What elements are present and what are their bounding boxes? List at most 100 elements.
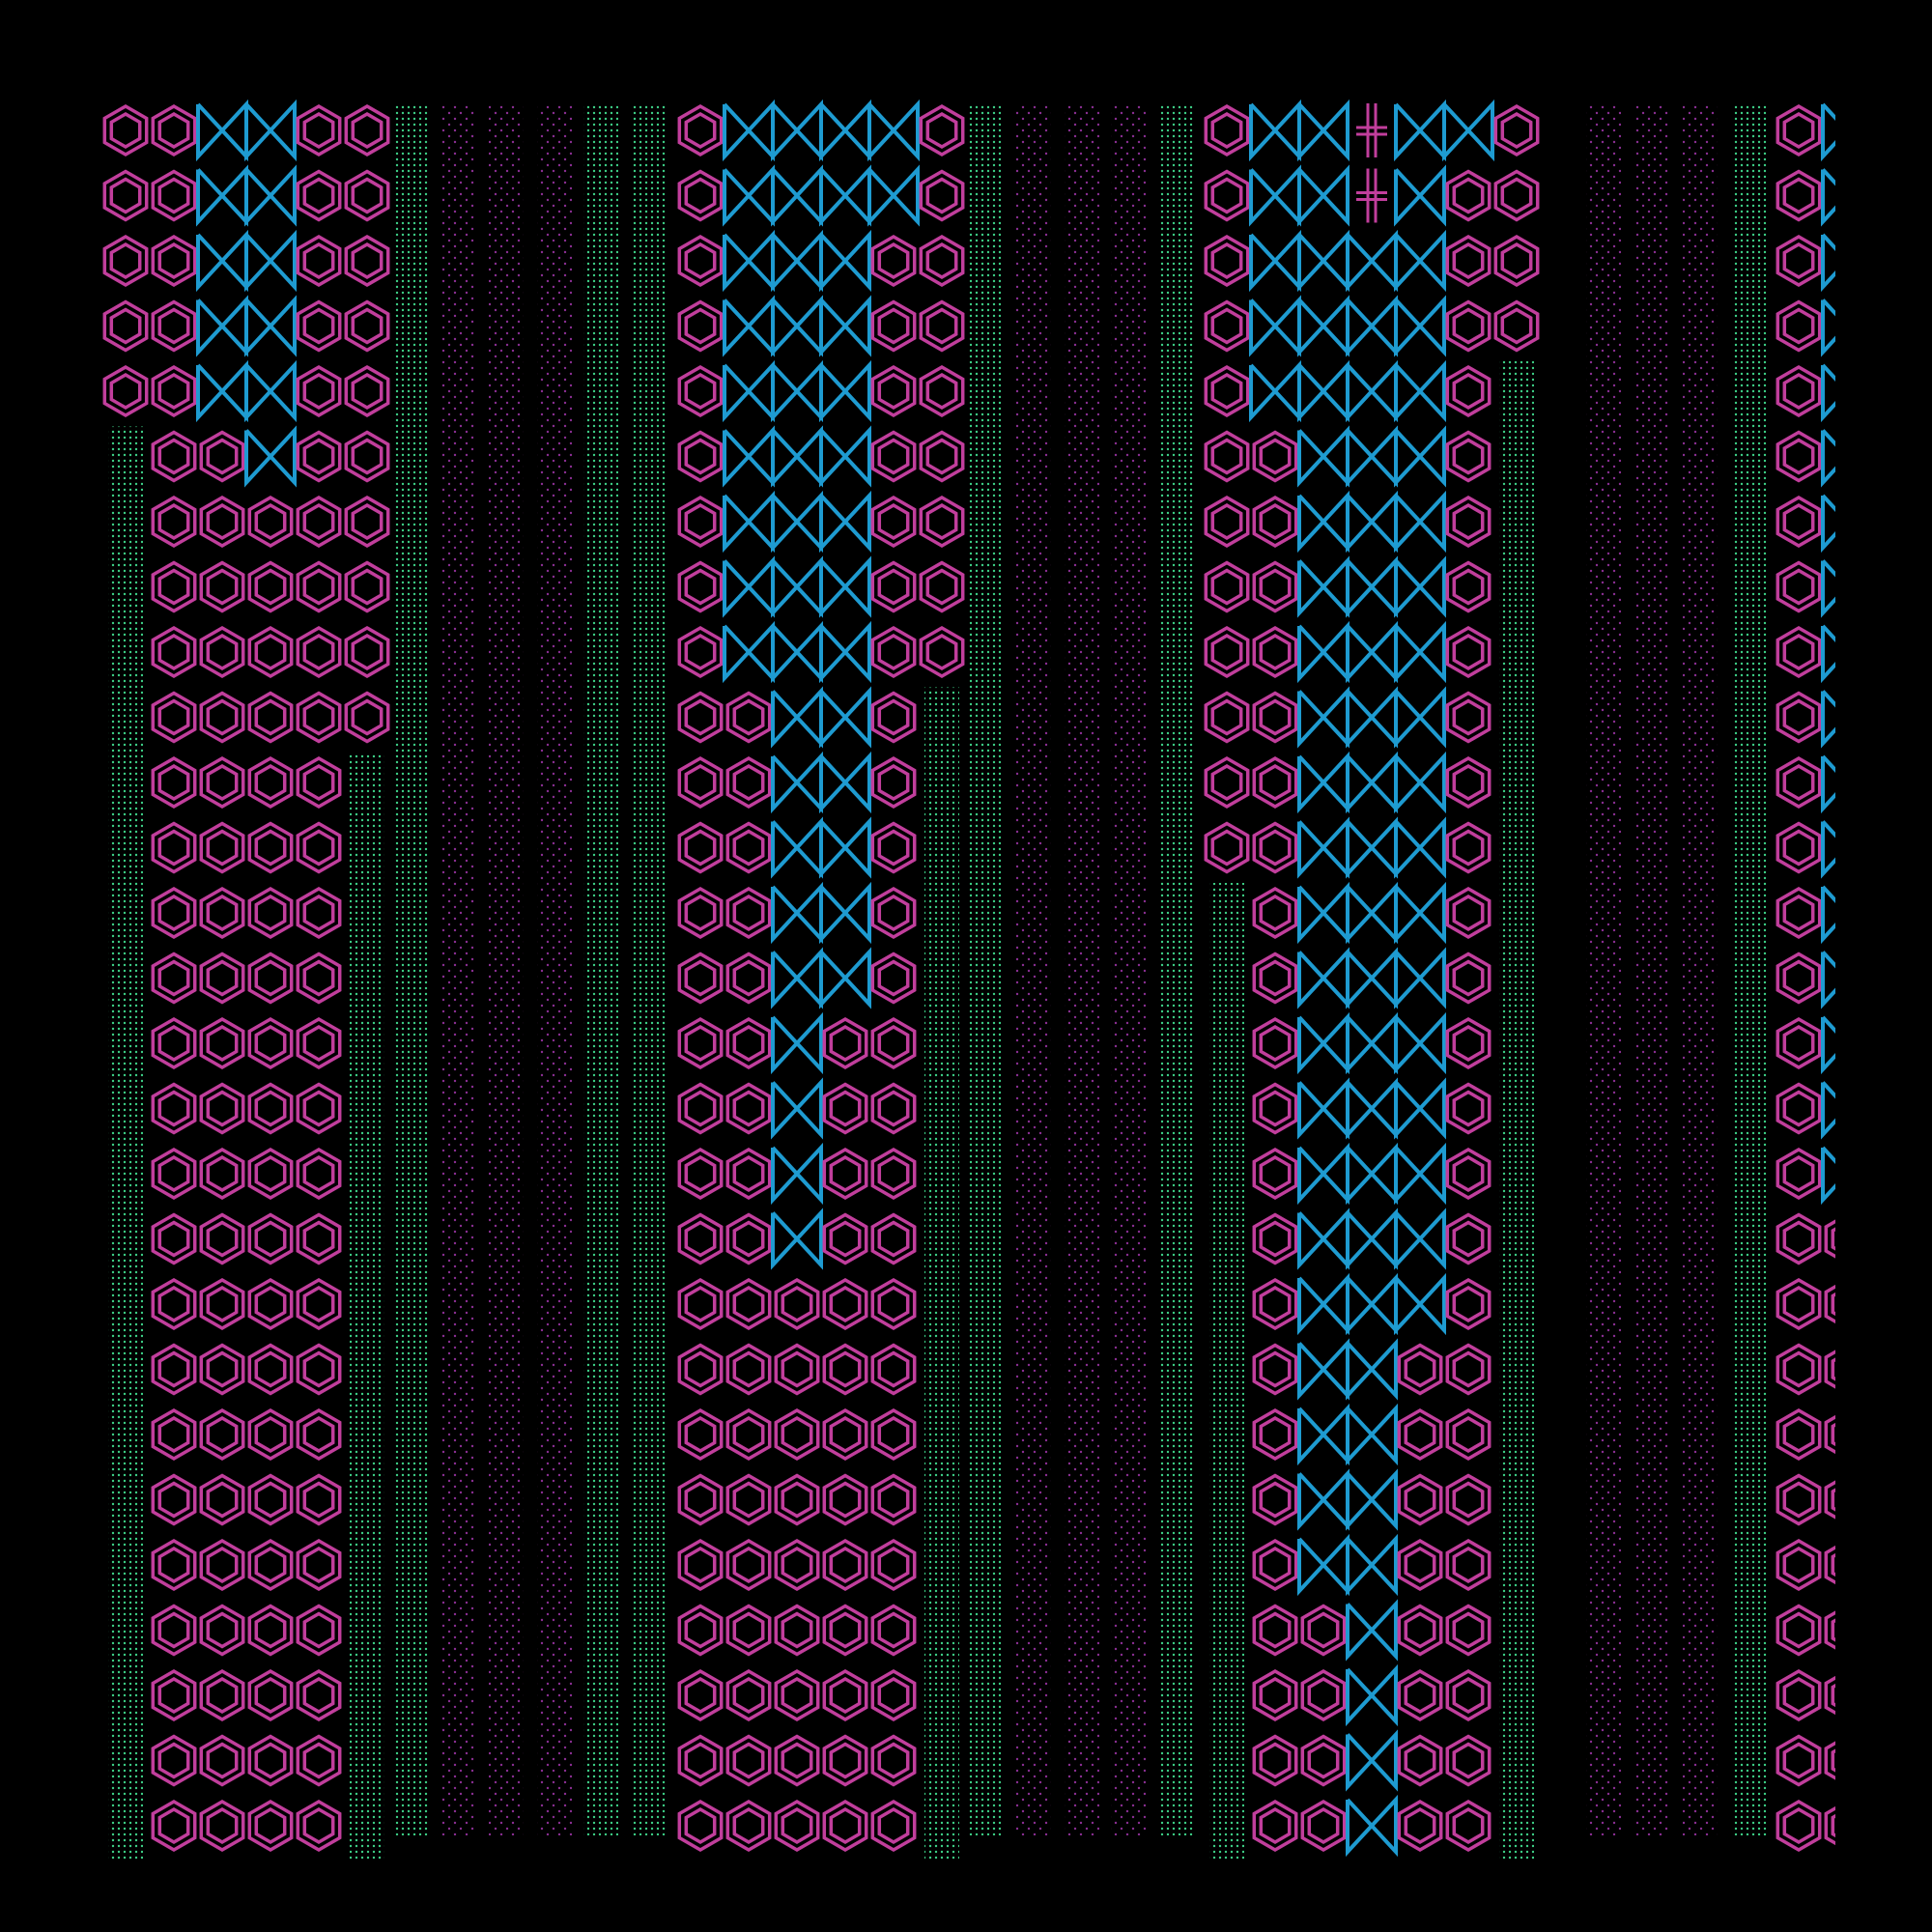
hexagon-icon bbox=[199, 1538, 245, 1592]
green-dot-fill bbox=[350, 1208, 384, 1274]
hexagon-icon bbox=[725, 1407, 772, 1462]
hexagon-icon bbox=[822, 1473, 868, 1526]
hexagon-icon bbox=[1252, 1407, 1298, 1462]
bowtie-icon bbox=[819, 490, 871, 554]
bowtie-icon bbox=[723, 229, 775, 293]
hexagon-icon bbox=[1824, 1805, 1835, 1846]
bowtie-icon bbox=[1297, 1142, 1350, 1206]
hexagon-icon bbox=[344, 234, 390, 288]
bowtie-icon bbox=[1346, 1533, 1398, 1597]
green-dot-fill bbox=[1499, 1078, 1534, 1144]
bowtie-icon bbox=[771, 490, 823, 554]
hexagon-icon bbox=[1252, 1147, 1298, 1201]
hexagon-icon bbox=[247, 1604, 294, 1657]
hexagon-icon bbox=[1824, 1741, 1835, 1780]
bowtie-icon bbox=[1821, 168, 1835, 227]
bowtie-icon bbox=[1821, 559, 1835, 618]
hexagon-icon bbox=[1252, 1277, 1298, 1331]
hexagon-icon bbox=[1445, 430, 1492, 483]
bowtie-icon bbox=[1249, 295, 1301, 357]
green-dot-fill bbox=[924, 948, 959, 1013]
hexagon-icon bbox=[677, 364, 724, 418]
hexagon-icon bbox=[1204, 691, 1250, 744]
green-dot-fill bbox=[1209, 1013, 1244, 1079]
hexagon-icon bbox=[296, 169, 342, 222]
green-dot-fill bbox=[108, 622, 143, 688]
hexagon-icon bbox=[1252, 495, 1298, 549]
hexagon-icon bbox=[919, 625, 965, 679]
hexagon-icon bbox=[725, 1147, 772, 1201]
hexagon-icon bbox=[774, 1538, 820, 1592]
bowtie-icon bbox=[196, 359, 248, 423]
bowtie-icon bbox=[1821, 1081, 1835, 1140]
hexagon-icon bbox=[296, 1147, 342, 1201]
bowtie-icon bbox=[1346, 1794, 1398, 1858]
hexagon-icon bbox=[1397, 1799, 1443, 1853]
hexagon-icon bbox=[919, 560, 965, 613]
hexagon-icon bbox=[870, 1734, 917, 1787]
bowtie-icon bbox=[1297, 229, 1350, 293]
hexagon-icon bbox=[677, 169, 724, 222]
green-dot-fill bbox=[1499, 556, 1534, 622]
bowtie-icon bbox=[1346, 1599, 1398, 1662]
hexagon-icon bbox=[296, 1016, 342, 1070]
hexagon-icon bbox=[870, 625, 917, 679]
bowtie-icon bbox=[1297, 1208, 1350, 1270]
bowtie-icon bbox=[1394, 555, 1446, 618]
green-dot-fill bbox=[108, 1405, 143, 1470]
hexagon-icon bbox=[870, 952, 917, 1005]
hexagon-icon bbox=[1776, 1799, 1822, 1853]
hexagon-icon bbox=[677, 1734, 724, 1787]
bowtie-icon bbox=[1346, 686, 1398, 749]
hexagon-icon bbox=[102, 299, 149, 353]
bowtie-icon bbox=[819, 947, 871, 1009]
hexagon-icon bbox=[1776, 234, 1822, 288]
green-dot-fill bbox=[1159, 104, 1194, 1835]
bowtie-icon bbox=[1346, 555, 1398, 618]
hexagon-icon bbox=[822, 1343, 868, 1396]
hexagon-icon bbox=[1252, 1343, 1298, 1396]
green-dot-fill bbox=[1209, 1796, 1244, 1861]
hexagon-icon bbox=[725, 1082, 772, 1135]
green-dot-fill bbox=[108, 1274, 143, 1340]
hexagon-icon bbox=[296, 1604, 342, 1657]
hexagon-icon bbox=[1300, 1668, 1347, 1722]
green-dot-fill bbox=[350, 1600, 384, 1665]
hexagon-icon bbox=[774, 1343, 820, 1396]
hexagon-icon bbox=[344, 625, 390, 679]
hexagon-icon bbox=[199, 1668, 245, 1722]
bowtie-icon bbox=[1821, 102, 1835, 162]
bowtie-icon bbox=[723, 555, 775, 618]
hexagon-icon bbox=[1776, 299, 1822, 353]
hexagon-icon bbox=[677, 821, 724, 874]
hexagon-icon bbox=[1445, 364, 1492, 418]
hexagon-icon bbox=[199, 821, 245, 874]
hexagon-icon bbox=[870, 755, 917, 810]
bowtie-icon bbox=[1346, 425, 1398, 488]
hexagon-icon bbox=[1445, 1734, 1492, 1787]
green-dot-fill bbox=[968, 104, 1003, 1835]
green-dot-fill bbox=[108, 1600, 143, 1665]
bowtie-icon bbox=[1297, 490, 1350, 554]
hexagon-icon bbox=[725, 755, 772, 810]
green-dot-fill bbox=[1499, 1405, 1534, 1470]
hexagon-icon bbox=[296, 1277, 342, 1331]
bowtie-icon bbox=[196, 99, 248, 162]
hexagon-icon bbox=[151, 234, 197, 288]
bowtie-icon bbox=[1821, 298, 1835, 357]
hexagon-icon bbox=[102, 103, 149, 157]
hexagon-icon bbox=[725, 1343, 772, 1396]
hexagon-icon bbox=[1397, 1538, 1443, 1592]
green-dot-fill bbox=[1209, 1078, 1244, 1144]
hexagon-icon bbox=[1252, 755, 1298, 810]
hexagon-icon bbox=[677, 430, 724, 483]
bowtie-icon bbox=[819, 881, 871, 945]
bowtie-icon bbox=[723, 164, 775, 227]
bowtie-icon bbox=[1346, 816, 1398, 879]
hexagon-icon bbox=[870, 1407, 917, 1462]
hexagon-icon bbox=[1776, 1668, 1822, 1722]
hexagon-icon bbox=[870, 1277, 917, 1331]
hexagon-icon bbox=[247, 495, 294, 549]
green-dot-fill bbox=[924, 1469, 959, 1535]
hexagon-icon bbox=[151, 1538, 197, 1592]
